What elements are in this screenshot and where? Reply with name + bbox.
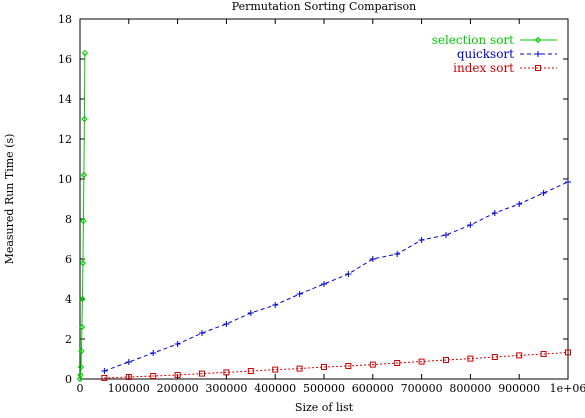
- x-tick-label: 600000: [352, 382, 394, 395]
- x-tick-label: 700000: [401, 382, 443, 395]
- data-point: [491, 354, 498, 360]
- data-point: [150, 350, 157, 356]
- data-point: [345, 363, 352, 369]
- data-point: [125, 359, 132, 365]
- data-point: [80, 171, 88, 179]
- y-tick-label: 14: [58, 93, 72, 106]
- data-point: [78, 323, 86, 331]
- x-axis-label: Size of list: [295, 401, 354, 414]
- data-point: [80, 217, 87, 225]
- data-point: [223, 369, 230, 376]
- data-point: [394, 251, 401, 257]
- data-point: [101, 375, 108, 381]
- x-tick-label: 900000: [498, 382, 540, 395]
- data-point: [443, 232, 449, 238]
- data-point: [77, 363, 85, 371]
- data-point: [565, 349, 571, 356]
- x-tick-label: 100000: [108, 382, 150, 395]
- data-point: [199, 370, 205, 377]
- y-tick-label: 18: [58, 13, 72, 26]
- series-line-quicksort: [104, 181, 569, 372]
- y-tick-label: 10: [58, 173, 72, 186]
- y-tick-label: 16: [58, 53, 72, 66]
- data-point: [150, 373, 157, 379]
- data-point: [369, 256, 376, 262]
- data-point: [443, 357, 449, 363]
- data-point: [540, 190, 547, 196]
- legend-label: selection sort: [432, 33, 514, 47]
- data-point: [174, 372, 181, 378]
- x-tick-label: 0: [77, 382, 84, 395]
- y-tick-label: 6: [65, 253, 72, 266]
- x-tick-label: 500000: [303, 382, 345, 395]
- data-point: [534, 36, 542, 44]
- data-point: [125, 374, 132, 380]
- data-point: [394, 360, 401, 366]
- data-point: [535, 65, 541, 71]
- data-point: [540, 351, 547, 357]
- x-tick-label: 800000: [449, 382, 491, 395]
- data-point: [223, 321, 230, 327]
- data-point: [467, 355, 474, 362]
- y-tick-label: 12: [58, 133, 72, 146]
- data-point: [81, 115, 88, 123]
- data-point: [516, 201, 523, 207]
- data-point: [81, 49, 89, 57]
- data-point: [418, 237, 425, 243]
- data-point: [467, 222, 474, 228]
- data-point: [535, 51, 541, 57]
- y-tick-label: 8: [65, 213, 72, 226]
- plot-area: 0 100000 200000 300000 400000 500000 600000 700…: [58, 13, 585, 395]
- data-point: [321, 364, 327, 370]
- x-tick-label: 1e+06: [550, 382, 585, 395]
- data-point: [199, 330, 205, 336]
- data-point: [296, 365, 303, 372]
- y-tick-label: 2: [65, 333, 72, 346]
- data-point: [516, 352, 523, 359]
- data-point: [79, 259, 87, 267]
- data-point: [345, 271, 352, 277]
- data-point: [101, 368, 108, 374]
- data-point: [247, 368, 254, 374]
- x-tick-label: 200000: [157, 382, 199, 395]
- series-line-index-sort: [104, 351, 569, 379]
- x-tick-label: 400000: [254, 382, 296, 395]
- data-point: [78, 347, 85, 355]
- data-point: [491, 210, 498, 216]
- x-tick-label: 300000: [205, 382, 247, 395]
- data-point: [247, 310, 254, 316]
- legend-label: quicksort: [457, 47, 514, 61]
- chart-title: Permutation Sorting Comparison: [232, 0, 417, 13]
- data-point: [79, 295, 86, 303]
- data-point: [272, 302, 279, 308]
- series-line-selection-sort: [79, 52, 86, 380]
- y-axis-label: Measured Run Time (s): [3, 134, 16, 265]
- y-tick-label: 4: [65, 293, 72, 306]
- data-point: [296, 291, 303, 297]
- legend-label: index sort: [453, 61, 514, 75]
- data-point: [174, 341, 181, 347]
- data-point: [77, 371, 84, 379]
- data-point: [321, 281, 327, 287]
- data-point: [76, 375, 84, 383]
- data-point: [565, 179, 571, 185]
- data-point: [418, 358, 425, 365]
- data-point: [272, 366, 279, 373]
- data-point: [369, 361, 376, 368]
- y-tick-label: 0: [65, 373, 72, 386]
